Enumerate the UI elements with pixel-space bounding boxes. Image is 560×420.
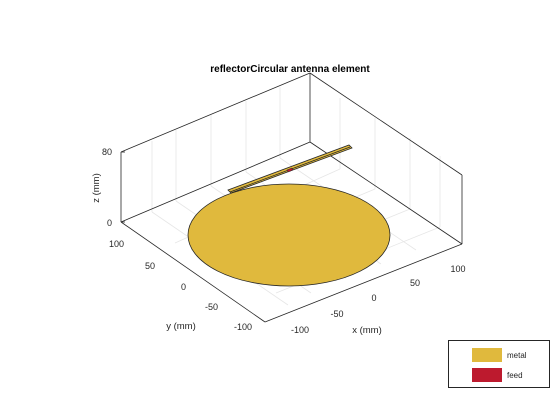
feed-swatch — [472, 368, 502, 382]
x-tick: -100 — [291, 325, 309, 335]
z-tick: 80 — [102, 147, 112, 157]
circular-reflector — [187, 183, 391, 287]
legend-label-metal: metal — [507, 350, 527, 360]
axes-box — [120, 72, 463, 323]
metal-swatch — [472, 348, 502, 362]
legend-label-feed: feed — [507, 370, 523, 380]
z-tick: 0 — [107, 218, 112, 228]
y-tick: -50 — [205, 302, 218, 312]
y-tick: 100 — [109, 239, 124, 249]
legend-item-metal: metal — [472, 348, 527, 362]
plot-title: reflectorCircular antenna element — [210, 64, 370, 75]
y-tick: -100 — [234, 322, 252, 332]
legend-item-feed: feed — [472, 368, 523, 382]
x-tick: 50 — [410, 278, 420, 288]
y-axis: 100 50 0 -50 -100 y (mm) — [109, 239, 252, 332]
z-axis-label: z (mm) — [91, 173, 102, 203]
y-tick: 50 — [145, 261, 155, 271]
x-tick: -50 — [330, 309, 343, 319]
y-tick: 0 — [181, 282, 186, 292]
x-tick: 0 — [371, 293, 376, 303]
z-axis: 80 0 z (mm) — [91, 147, 112, 228]
x-axis: -100 -50 0 50 100 x (mm) — [291, 264, 466, 336]
y-axis-label: y (mm) — [166, 321, 196, 332]
x-axis-label: x (mm) — [352, 325, 382, 336]
dipole-strip — [227, 144, 353, 194]
feed-gap — [286, 167, 294, 173]
legend: metal feed — [448, 340, 550, 388]
x-tick: 100 — [450, 264, 465, 274]
